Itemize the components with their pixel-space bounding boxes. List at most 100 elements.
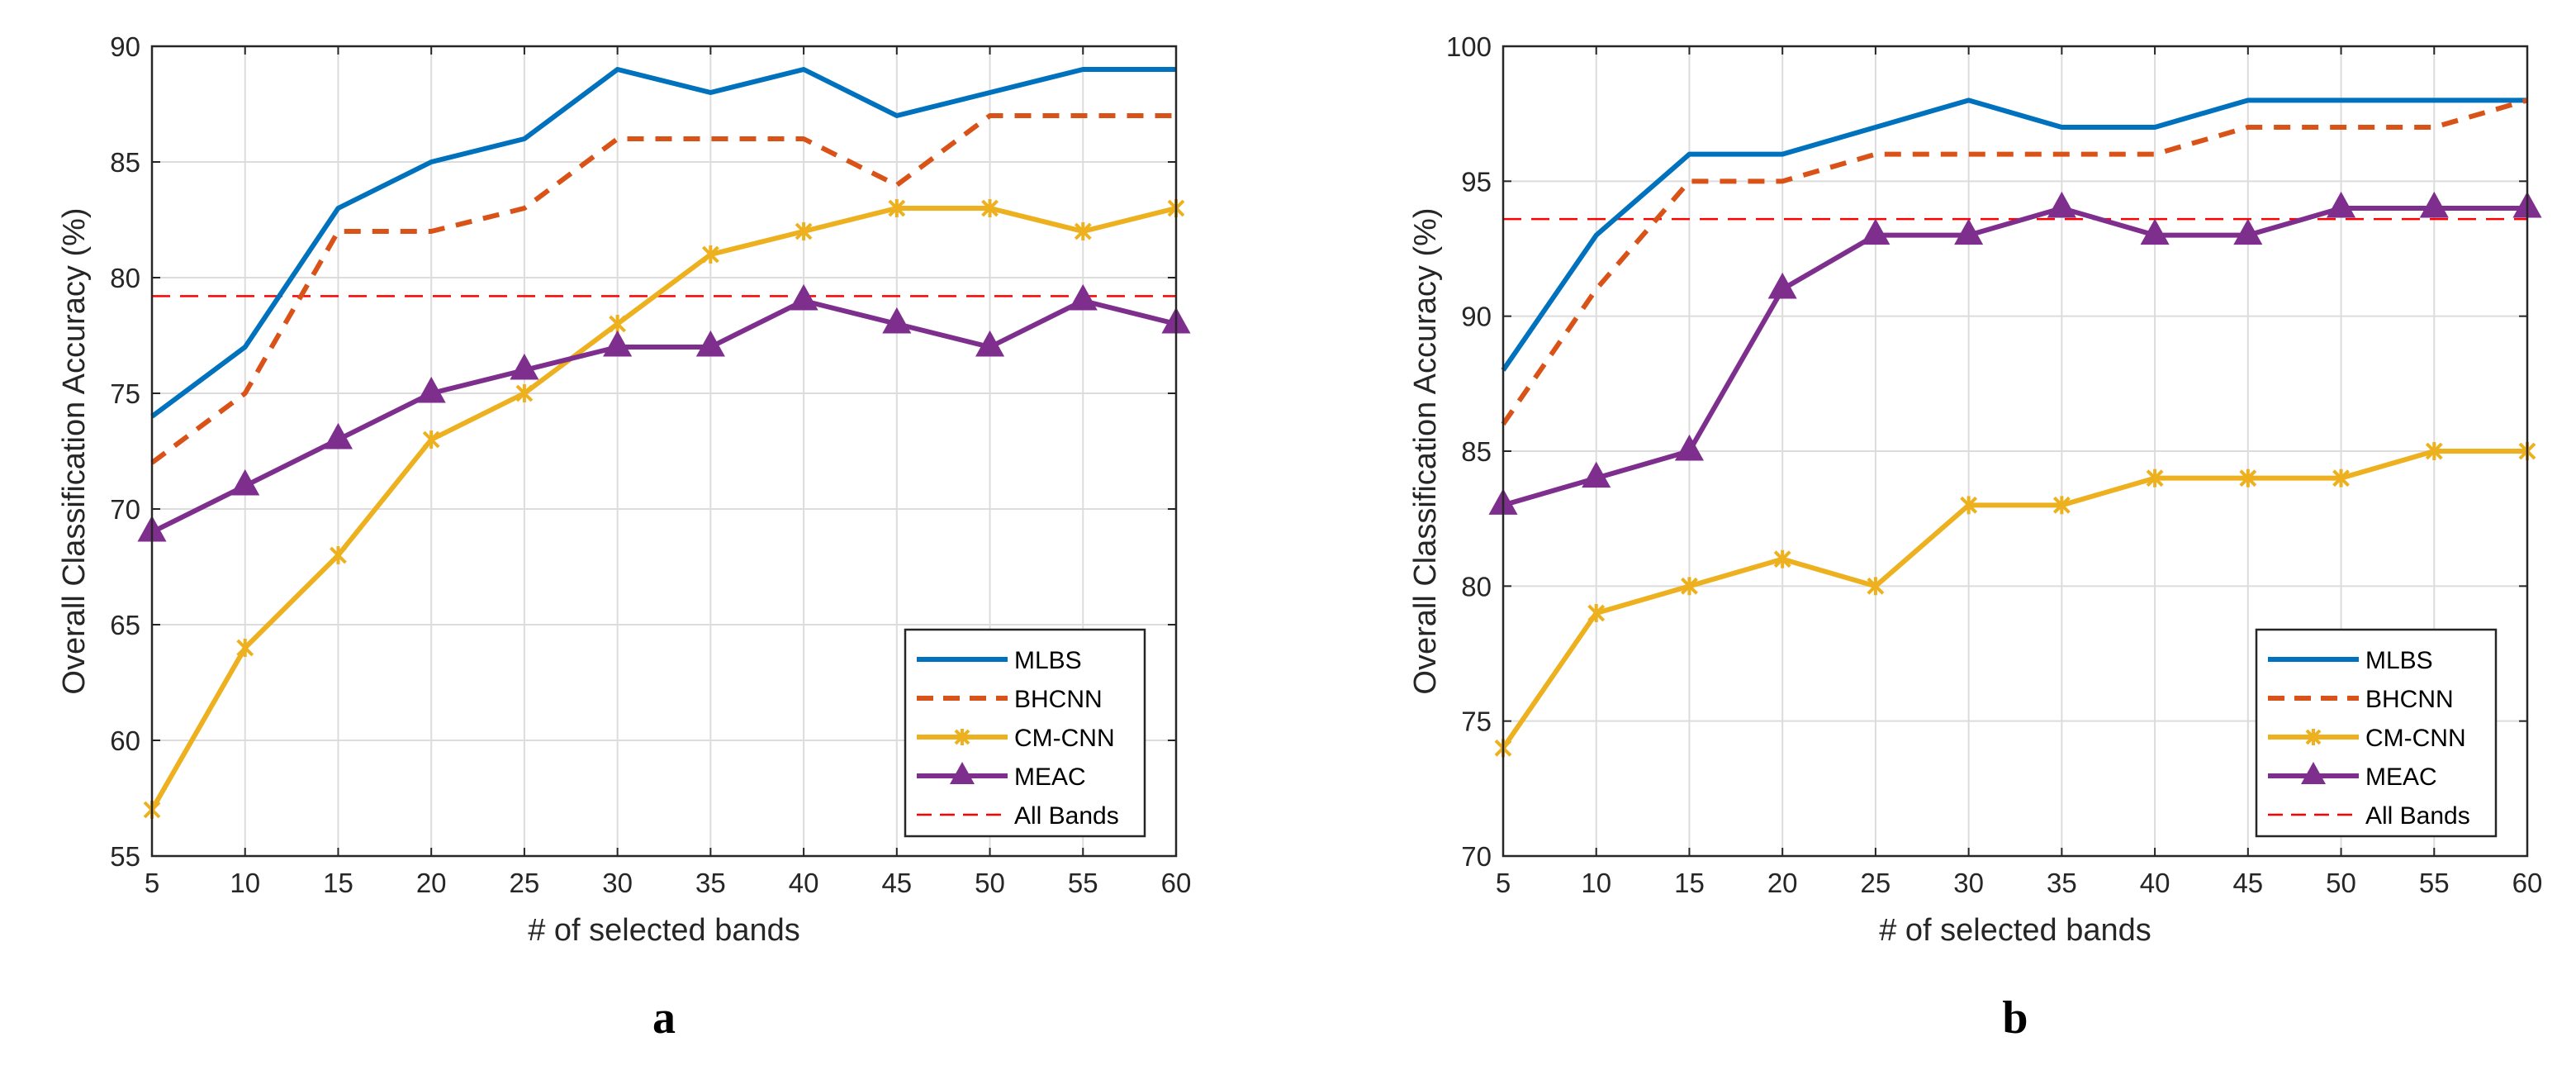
y-tick-label: 100 (1446, 31, 1492, 62)
x-axis-label: # of selected bands (1879, 913, 2151, 948)
x-tick-label: 5 (145, 868, 159, 898)
data-point-cm-cnn (888, 199, 906, 217)
data-point-meac (975, 330, 1005, 357)
x-tick-label: 20 (416, 868, 447, 898)
x-axis-label: # of selected bands (528, 913, 800, 948)
data-point-cm-cnn (981, 199, 999, 217)
data-point-meac (1582, 461, 1611, 488)
y-tick-label: 90 (1461, 302, 1492, 332)
data-point-cm-cnn (2239, 469, 2257, 488)
x-tick-label: 20 (1767, 868, 1798, 898)
data-point-meac (2047, 191, 2076, 218)
legend-label: MLBS (2365, 647, 2433, 674)
data-point-meac (1767, 272, 1797, 299)
y-tick-label: 85 (1461, 436, 1492, 467)
data-point-cm-cnn (2146, 469, 2164, 488)
chart-a: 5 10 15 20 25 30 35 40 45 50 55 60 55 60 65 70 75 80 85 90 #… (57, 31, 1191, 1044)
legend-box (904, 628, 1146, 838)
y-tick-label: 75 (110, 378, 140, 409)
data-point-cm-cnn (2332, 469, 2350, 488)
x-tick-label: 55 (1068, 868, 1098, 898)
data-point-cm-cnn (1074, 222, 1092, 240)
legend-label: MEAC (2365, 763, 2437, 791)
x-tick-label: 15 (323, 868, 353, 898)
y-tick-label: 90 (110, 31, 140, 62)
legend-label: BHCNN (2365, 686, 2454, 713)
data-point-meac (510, 353, 539, 380)
data-point-cm-cnn (1867, 577, 1885, 596)
legend: MLBS BHCNN CM-CNN MEAC All Bands (904, 628, 1146, 838)
data-point-meac (1068, 283, 1098, 311)
y-tick-label: 65 (110, 610, 140, 640)
data-point-meac (230, 469, 260, 496)
series-line-cm-cnn (1501, 449, 2527, 750)
x-tick-label: 25 (1861, 868, 1891, 898)
series-line-bhcnn (150, 113, 1176, 465)
data-point-cm-cnn (236, 639, 254, 657)
legend: MLBS BHCNN CM-CNN MEAC All Bands (2255, 628, 2498, 838)
data-point-cm-cnn (330, 546, 347, 564)
data-point-meac (1674, 434, 1705, 461)
data-point-meac (2419, 191, 2449, 218)
series-line-cm-cnn (149, 206, 1177, 811)
x-tick-label: 60 (2512, 868, 2543, 898)
y-tick-label: 80 (110, 263, 140, 293)
x-tick-label: 30 (602, 868, 633, 898)
series-line-meac (1502, 206, 2527, 508)
data-point-meac (882, 307, 912, 334)
legend-label: MEAC (1014, 763, 1086, 791)
series-line-mlbs (150, 67, 1176, 419)
x-tick-label: 60 (1161, 868, 1192, 898)
data-point-meac (2326, 191, 2356, 218)
data-point-meac (603, 330, 633, 357)
x-tick-label: 30 (1953, 868, 1984, 898)
x-tick-label: 40 (789, 868, 819, 898)
y-tick-label: 70 (110, 494, 140, 525)
legend-label: CM-CNN (2365, 725, 2466, 752)
legend-label: All Bands (1014, 802, 1119, 830)
data-point-meac (2233, 218, 2263, 245)
data-point-cm-cnn (515, 384, 534, 402)
x-tick-label: 50 (975, 868, 1005, 898)
data-point-cm-cnn (1587, 604, 1606, 622)
y-axis-label: Overall Classification Accuracy (%) (57, 207, 92, 694)
data-point-cm-cnn (609, 315, 627, 333)
x-tick-label: 15 (1674, 868, 1705, 898)
x-tick-label: 35 (695, 868, 726, 898)
y-tick-label: 60 (110, 725, 140, 756)
data-point-cm-cnn (1681, 577, 1698, 596)
panel-label: b (2002, 992, 2028, 1044)
data-point-meac (1861, 218, 1890, 245)
legend-marker-triangle (950, 762, 975, 784)
x-tick-label: 35 (2047, 868, 2077, 898)
y-axis-label: Overall Classification Accuracy (%) (1408, 207, 1443, 694)
data-point-meac (323, 422, 353, 450)
data-point-cm-cnn (2052, 496, 2071, 515)
data-point-meac (416, 376, 446, 403)
legend-box (2255, 628, 2498, 838)
data-point-cm-cnn (2425, 442, 2443, 460)
y-tick-label: 55 (110, 841, 140, 872)
data-point-cm-cnn (701, 245, 719, 264)
data-point-cm-cnn (795, 222, 813, 240)
chart-b: 5 10 15 20 25 30 35 40 45 50 55 60 70 75 80 85 90 95 100 # … (1408, 31, 2542, 1044)
y-tick-label: 70 (1461, 841, 1492, 872)
legend-marker-triangle (2301, 762, 2326, 784)
x-tick-label: 45 (881, 868, 912, 898)
x-tick-label: 45 (2232, 868, 2263, 898)
series-line-meac (150, 298, 1177, 535)
data-point-cm-cnn (1960, 496, 1978, 515)
series-line-bhcnn (1501, 98, 2528, 426)
axes-box (1501, 45, 2529, 858)
legend-label: BHCNN (1014, 686, 1103, 713)
y-tick-label: 80 (1461, 571, 1492, 602)
x-tick-label: 5 (1496, 868, 1511, 898)
x-tick-label: 50 (2326, 868, 2356, 898)
legend-label: MLBS (1014, 647, 1082, 674)
x-tick-label: 10 (1581, 868, 1611, 898)
data-point-meac (2140, 218, 2170, 245)
y-tick-label: 85 (110, 147, 140, 178)
axes-box (150, 45, 1178, 858)
legend-label: All Bands (2365, 802, 2470, 830)
